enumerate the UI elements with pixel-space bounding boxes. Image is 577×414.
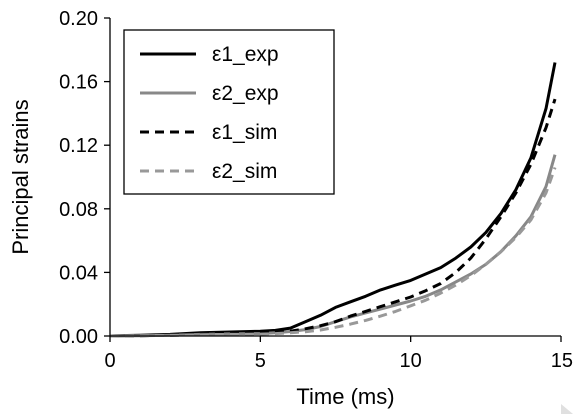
x-axis-ticks: 0 5 10 15 — [104, 336, 573, 372]
y-axis-label: Principal strains — [8, 99, 33, 254]
axes: 0.00 0.04 0.08 0.12 0.16 0.20 0 5 10 15 — [59, 8, 573, 372]
x-tick-label: 10 — [400, 350, 422, 372]
x-axis-label: Time (ms) — [296, 384, 394, 409]
y-tick-label: 0.08 — [59, 199, 98, 221]
legend-label: ε2_exp — [212, 82, 279, 105]
series-line-4 — [109, 166, 557, 338]
series-layer — [109, 62, 557, 338]
y-tick-label: 0.00 — [59, 326, 98, 348]
y-tick-label: 0.16 — [59, 72, 98, 94]
legend-box — [123, 29, 335, 195]
y-axis-ticks: 0.00 0.04 0.08 0.12 0.16 0.20 — [59, 8, 110, 348]
legend-label: ε1_sim — [212, 121, 277, 144]
legend-label: ε2_sim — [212, 160, 277, 183]
x-tick-label: 5 — [255, 350, 266, 372]
series-line-1 — [109, 62, 557, 338]
y-tick-label: 0.12 — [59, 135, 98, 157]
x-tick-label: 0 — [104, 350, 115, 372]
legend-label: ε1_exp — [212, 43, 279, 66]
plot-area — [109, 62, 557, 338]
legend: ε1_exp ε2_exp ε1_sim ε2_sim — [123, 29, 335, 195]
page-corner-marker-icon — [561, 404, 573, 414]
y-tick-label: 0.20 — [59, 8, 98, 30]
x-tick-label: 15 — [551, 350, 573, 372]
y-tick-label: 0.04 — [59, 262, 98, 284]
